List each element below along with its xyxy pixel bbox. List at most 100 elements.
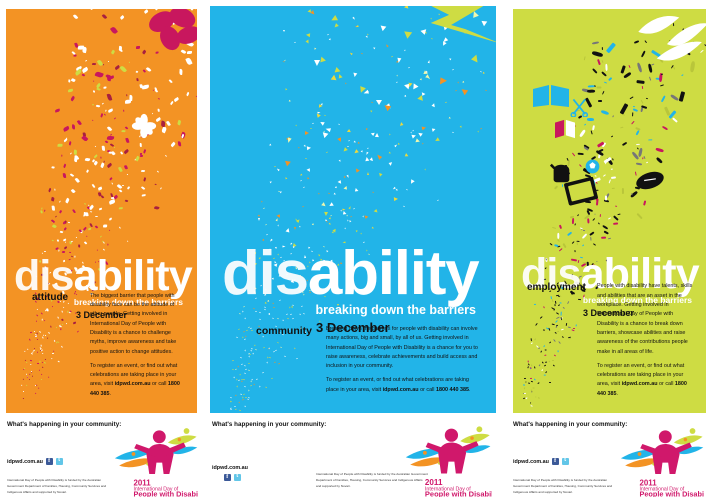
theme-paragraph-2: To register an event, or find out what c… — [326, 376, 478, 395]
logo-year: 2011 — [134, 479, 152, 488]
bird-particle — [448, 57, 452, 61]
bird-particle — [283, 29, 286, 32]
object-particle — [611, 169, 614, 171]
object-particle — [582, 244, 584, 247]
bird-particle — [251, 347, 254, 350]
large-flower-icon — [149, 9, 197, 51]
object-particle — [620, 126, 624, 129]
bird-particle — [283, 158, 292, 167]
bird-particle — [395, 60, 398, 64]
twitter-icon[interactable] — [234, 473, 241, 481]
petal-particle — [59, 230, 63, 233]
bird-particle — [376, 152, 383, 160]
petal-particle — [142, 69, 146, 73]
bird-particle — [239, 312, 242, 315]
object-particle — [589, 231, 595, 236]
bird-particle — [306, 167, 312, 173]
bird-particle — [249, 384, 252, 387]
petal-particle — [101, 13, 107, 20]
footer-url[interactable]: idpwd.com.au — [7, 458, 43, 465]
petal-particle — [99, 235, 103, 238]
bird-particle — [354, 166, 361, 173]
object-particle — [591, 125, 595, 131]
bird-particle — [337, 123, 340, 126]
poster-employment[interactable]: disability breaking down the barriers 3 … — [505, 0, 708, 501]
facebook-icon[interactable] — [551, 458, 559, 465]
bird-particle — [295, 124, 298, 127]
theme-paragraph-1: The biggest barrier that people with dis… — [90, 292, 177, 355]
petal-particle — [119, 65, 127, 74]
object-particle — [587, 217, 590, 223]
petal-particle — [108, 60, 110, 62]
bird-particle — [353, 148, 359, 155]
petal-particle — [134, 155, 140, 162]
footer-url[interactable]: idpwd.com.au — [212, 465, 248, 471]
bird-particle — [244, 405, 247, 408]
bird-particle — [361, 215, 364, 218]
theme-body: People with disability have talents, ski… — [597, 282, 696, 399]
petal-particle — [139, 154, 143, 158]
petal-particle — [62, 172, 67, 178]
poster-footer-community: What's happening in your community: idpw… — [208, 413, 500, 501]
bird-particle — [234, 405, 237, 407]
twitter-icon[interactable] — [55, 457, 63, 465]
object-particle — [679, 91, 686, 103]
bird-particle — [299, 173, 303, 177]
bird-particle — [310, 10, 317, 16]
petal-particle — [103, 86, 107, 89]
bird-particle — [318, 119, 325, 126]
petal-particle — [170, 101, 175, 106]
cta-pre: To register an event, or find out what c… — [326, 377, 469, 393]
cta-url[interactable]: idpwd.com.au — [621, 381, 658, 388]
petal-particle — [51, 206, 55, 212]
object-particle — [579, 129, 587, 138]
bird-particle — [419, 77, 423, 81]
poster-attitude[interactable]: disability breaking down the barriers 3 … — [0, 0, 203, 501]
object-particle — [636, 143, 640, 145]
petal-particle — [94, 70, 104, 79]
petal-particle — [93, 153, 98, 158]
bird-particle — [305, 39, 309, 44]
bird-particle — [304, 131, 309, 136]
bird-particle — [355, 229, 359, 233]
petal-particle — [69, 172, 74, 177]
petal-particle — [196, 95, 197, 97]
petal-particle — [101, 102, 104, 105]
poster-tagline: breaking down the barriers — [315, 303, 476, 317]
petal-particle — [54, 107, 62, 113]
petal-particle — [91, 183, 96, 189]
facebook-icon[interactable] — [45, 458, 53, 465]
object-particle — [522, 397, 525, 399]
object-particle — [553, 244, 559, 247]
whats-happening-label: What's happening in your community: — [7, 421, 122, 428]
bird-particle — [409, 178, 416, 185]
petal-particle — [109, 143, 115, 148]
twitter-icon[interactable] — [561, 457, 569, 465]
logo-line2: People with Disability — [134, 490, 199, 497]
petal-particle — [95, 215, 99, 218]
petal-particle — [143, 149, 147, 154]
petal-particle — [22, 398, 25, 399]
poster-community[interactable]: disability breaking down the barriers 3 … — [208, 0, 500, 501]
bird-particle — [367, 147, 370, 150]
petal-particle — [117, 166, 123, 172]
petal-particle — [29, 363, 32, 366]
bird-particle — [448, 116, 452, 119]
petal-particle — [177, 140, 181, 147]
cta-url[interactable]: idpwd.com.au — [382, 386, 419, 393]
petal-particle — [118, 226, 121, 229]
petal-particle — [64, 197, 70, 204]
bird-particle — [333, 66, 341, 73]
object-particle — [640, 99, 644, 104]
petal-particle — [67, 88, 74, 93]
theme-body: Breaking down the barriers for people wi… — [326, 325, 478, 395]
facebook-icon[interactable] — [224, 474, 231, 481]
bird-particle — [479, 127, 482, 130]
pink-book-icon — [555, 119, 575, 139]
footer-url[interactable]: idpwd.com.au — [513, 458, 549, 465]
cta-url[interactable]: idpwd.com.au — [114, 381, 151, 388]
bird-particle — [245, 329, 249, 332]
petal-particle — [94, 146, 97, 148]
object-particle — [587, 89, 596, 93]
bird-particle — [311, 222, 315, 226]
